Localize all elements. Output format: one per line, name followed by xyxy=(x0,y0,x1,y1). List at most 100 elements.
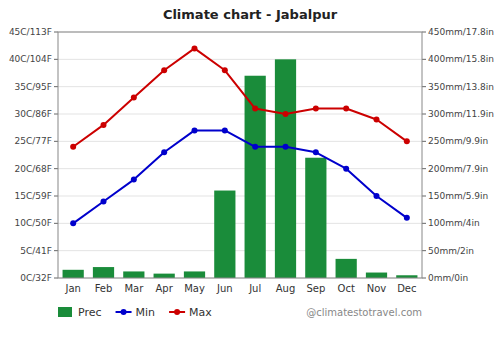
y2-tick xyxy=(422,168,426,169)
x-tick-label: Jul xyxy=(248,283,261,294)
point xyxy=(313,149,319,155)
point xyxy=(161,67,167,73)
grid-line xyxy=(58,223,422,224)
x-tick-label: Sep xyxy=(306,283,325,294)
x-tick-label: Jan xyxy=(64,283,80,294)
y-tick xyxy=(54,223,58,224)
y2-tick-label: 300mm/11.9in xyxy=(428,109,494,119)
y2-tick-label: 150mm/5.9in xyxy=(428,191,488,201)
point xyxy=(101,198,107,204)
point xyxy=(252,106,258,112)
grid-line xyxy=(58,250,422,251)
y2-tick-label: 350mm/13.8in xyxy=(428,82,494,92)
x-axis: Jan Feb Mar Apr May Jun Jul Aug Sep Oct Nov Dec xyxy=(64,283,416,294)
bar xyxy=(63,270,84,278)
point xyxy=(131,177,137,183)
x-tick-label: Feb xyxy=(95,283,113,294)
y-tick-label: 30C/86F xyxy=(15,109,52,119)
point xyxy=(70,144,76,150)
point xyxy=(404,215,410,221)
x-tick-label: Jun xyxy=(216,283,233,294)
legend-label: Min xyxy=(136,306,156,319)
point xyxy=(313,106,319,112)
y-tick xyxy=(54,86,58,87)
bar xyxy=(184,271,205,278)
point xyxy=(131,95,137,101)
y-tick-label: 15C/59F xyxy=(15,191,52,201)
y-tick-label: 20C/68F xyxy=(15,164,52,174)
y2-tick-label: 0mm/0in xyxy=(428,273,468,283)
y2-tick xyxy=(422,59,426,60)
y2-tick xyxy=(422,223,426,224)
point xyxy=(70,220,76,226)
bar xyxy=(366,273,387,278)
y2-tick-label: 100mm/4in xyxy=(428,218,480,228)
y2-tick xyxy=(422,86,426,87)
grid-line xyxy=(58,86,422,87)
point xyxy=(101,122,107,128)
point xyxy=(161,149,167,155)
y-tick xyxy=(54,278,58,279)
point xyxy=(222,67,228,73)
x-tick-label: May xyxy=(184,283,205,294)
y-tick xyxy=(54,141,58,142)
legend-item: Prec xyxy=(58,306,102,319)
x-tick-label: Mar xyxy=(124,283,144,294)
bar xyxy=(93,267,114,278)
legend-swatch xyxy=(58,307,72,317)
y-tick-label: 25C/77F xyxy=(15,136,52,146)
point xyxy=(374,116,380,122)
point xyxy=(222,127,228,133)
legend-item: Min xyxy=(116,306,156,319)
y2-axis: 0mm/0in 50mm/2in 100mm/4in 150mm/5.9in 200mm… xyxy=(422,27,494,283)
line-series xyxy=(70,45,410,149)
plot-frame xyxy=(58,32,422,278)
x-tick-label: Dec xyxy=(397,283,416,294)
bar xyxy=(305,158,326,278)
y-tick-label: 45C/113F xyxy=(9,27,52,37)
y-tick xyxy=(54,114,58,115)
y-tick xyxy=(54,196,58,197)
grid-line xyxy=(58,59,422,60)
bar xyxy=(154,274,175,278)
grid-line xyxy=(58,114,422,115)
bar xyxy=(245,76,266,278)
y-tick-label: 10C/50F xyxy=(15,218,52,228)
y-axis: 0C/32F5C/41F10C/50F15C/59F20C/68F25C/77F… xyxy=(9,27,58,283)
point xyxy=(283,144,289,150)
x-tick-label: Aug xyxy=(276,283,296,294)
line-series xyxy=(70,127,410,226)
legend-marker xyxy=(121,309,127,315)
y-tick xyxy=(54,32,58,33)
y2-tick xyxy=(422,114,426,115)
point xyxy=(252,144,258,150)
y2-tick-label: 200mm/7.9in xyxy=(428,164,488,174)
grid-line xyxy=(58,141,422,142)
y-tick xyxy=(54,250,58,251)
bar xyxy=(214,191,235,278)
y2-tick xyxy=(422,196,426,197)
line xyxy=(73,130,407,223)
bar-series xyxy=(63,59,418,278)
x-tick-label: Oct xyxy=(338,283,355,294)
point xyxy=(374,193,380,199)
grid-line xyxy=(58,168,422,169)
line xyxy=(73,48,407,146)
legend-marker xyxy=(174,309,180,315)
y-tick-label: 35C/95F xyxy=(15,82,52,92)
point xyxy=(404,138,410,144)
point xyxy=(192,45,198,51)
y-tick xyxy=(54,59,58,60)
point xyxy=(192,127,198,133)
legend-item: Max xyxy=(169,306,212,319)
x-tick-label: Nov xyxy=(367,283,387,294)
bar xyxy=(123,271,144,278)
y-tick-label: 0C/32F xyxy=(20,273,52,283)
y2-tick-label: 50mm/2in xyxy=(428,246,474,256)
bar xyxy=(275,59,296,278)
legend-label: Max xyxy=(189,306,212,319)
title: Climate chart - Jabalpur xyxy=(163,7,338,22)
x-tick-label: Apr xyxy=(156,283,174,294)
plot-area xyxy=(63,45,418,278)
y-tick-label: 40C/104F xyxy=(9,54,52,64)
